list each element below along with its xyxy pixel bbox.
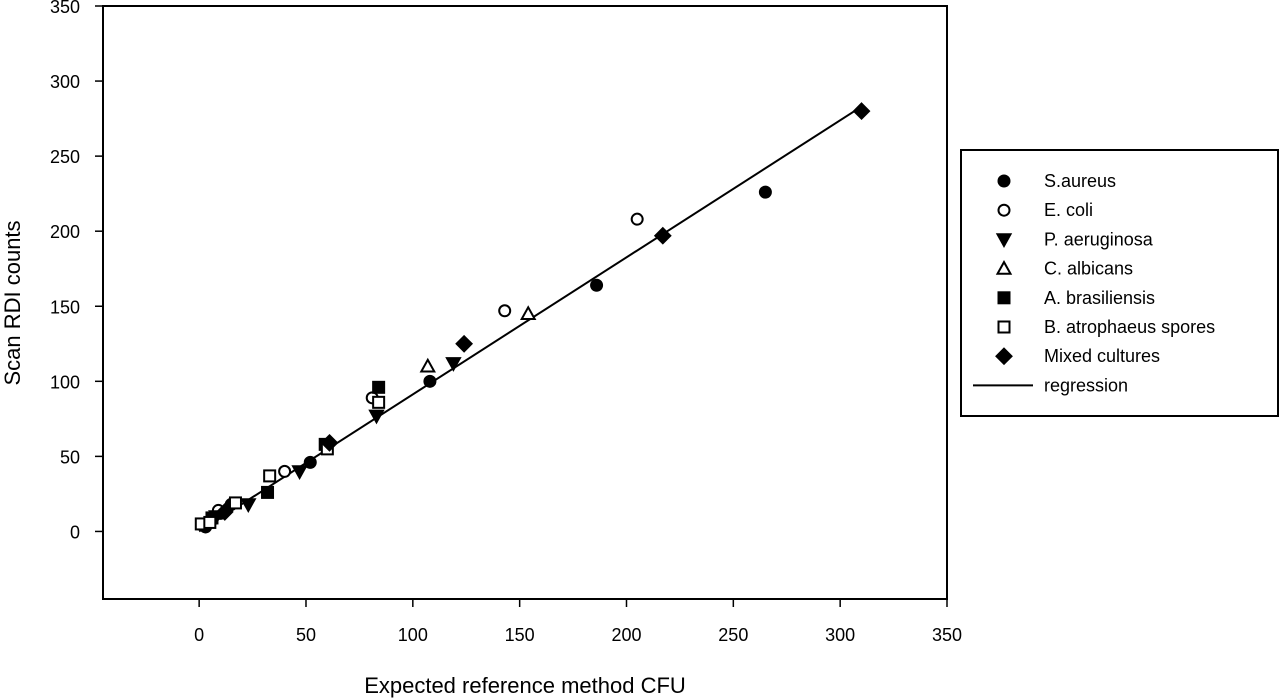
data-point [419,357,436,373]
y-axis: 0 50 100 150 200 250 300 350 [50,0,103,542]
legend-label: P. aeruginosa [1044,229,1154,249]
points-layer [194,102,871,534]
data-point [445,357,462,372]
data-point [303,455,317,469]
x-tick-label: 50 [296,625,316,645]
data-point [203,515,217,529]
data-point [263,469,277,483]
data-point [852,102,871,121]
legend-label: regression [1044,375,1128,395]
y-tick-label: 250 [50,147,80,167]
legend-marker [997,291,1011,305]
data-point [653,226,672,245]
series-2 [208,357,462,525]
x-tick-label: 0 [194,625,204,645]
series-6 [215,102,871,521]
plot-frame [102,5,948,600]
y-tick-label: 50 [60,447,80,467]
data-point [368,409,385,425]
data-point [520,305,537,320]
data-point [372,395,386,409]
data-point [455,334,474,353]
data-point [423,374,437,388]
x-tick-label: 100 [398,625,428,645]
x-tick-label: 250 [718,625,748,645]
x-axis: 0 50 100 150 200 250 300 350 [194,599,962,645]
data-point [758,185,772,199]
x-tick-label: 200 [611,625,641,645]
y-tick-label: 100 [50,372,80,392]
x-tick-label: 350 [932,625,962,645]
y-tick-label: 300 [50,72,80,92]
y-tick-label: 200 [50,222,80,242]
x-tick-label: 150 [505,625,535,645]
legend-marker [997,320,1011,334]
series-3 [419,305,537,373]
legend-label: A. brasiliensis [1044,288,1155,308]
legend-label: Mixed cultures [1044,346,1160,366]
y-tick-label: 350 [50,0,80,17]
y-tick-label: 0 [70,522,80,542]
x-axis-title: Expected reference method CFU [364,673,686,698]
legend-label: S.aureus [1044,171,1116,191]
data-point [240,498,257,513]
legend-label: E. coli [1044,200,1093,220]
legend-marker [997,174,1011,188]
legend-frame [960,149,1279,417]
legend-marker [995,260,1013,275]
x-tick-label: 300 [825,625,855,645]
legend-marker [995,233,1013,248]
data-point [215,503,234,521]
data-point [630,212,644,226]
data-point [590,278,604,292]
data-point [498,304,512,318]
data-point [291,465,308,480]
legend-label: C. albicans [1044,259,1133,279]
data-point [320,433,339,452]
legend-marker [997,203,1011,217]
data-point [278,464,292,478]
y-tick-label: 150 [50,297,80,317]
legend-label: B. atrophaeus spores [1044,317,1215,337]
y-axis-title: Scan RDI counts [0,220,25,385]
data-point [261,485,275,499]
legend: S.aureus E. coli P. aeruginosa C. albicans A… [960,149,1279,417]
legend-marker [995,347,1013,366]
data-point [372,380,386,394]
series-0 [199,185,772,534]
data-point [228,496,242,510]
